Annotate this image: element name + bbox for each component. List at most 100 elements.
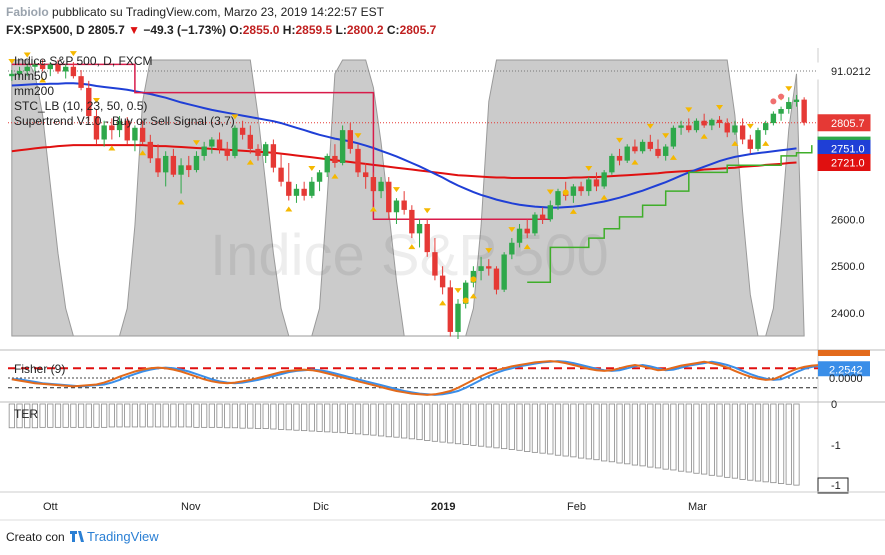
sell-signal-triangle [23, 52, 31, 58]
candle [147, 134, 153, 163]
ter-bar [439, 403, 446, 443]
buy-signal-triangle [331, 173, 339, 179]
sell-signal-triangle [192, 140, 200, 146]
candle-body [586, 179, 592, 192]
ter-bar [670, 403, 677, 471]
candle [624, 144, 630, 163]
candle-body [378, 181, 384, 192]
time-axis-tick-label: Mar [688, 501, 707, 513]
ter-bar [562, 403, 569, 457]
ter-bar [131, 403, 139, 428]
ter-bar [285, 403, 292, 431]
ter-bar [316, 403, 323, 432]
ter-bar [177, 403, 185, 428]
time-axis-tick-label: 2019 [431, 501, 455, 513]
candle-body [686, 125, 692, 131]
candle [255, 144, 261, 161]
open-value: 2855.0 [242, 23, 280, 37]
candle [586, 177, 592, 196]
ter-bar [554, 403, 562, 456]
candle [116, 116, 123, 138]
candle-body [178, 165, 184, 175]
candle-body [493, 268, 500, 290]
candle-body [186, 165, 192, 171]
candle-body [601, 172, 607, 187]
candle-body [663, 146, 669, 156]
candle-body [624, 146, 630, 161]
candle [763, 120, 769, 135]
ter-bar [547, 403, 554, 455]
buy-signal-triangle [469, 293, 477, 299]
candle-body [570, 186, 577, 196]
price-axis-tick-label: 2500.0 [831, 261, 865, 273]
candle [509, 238, 515, 260]
ter-bar [785, 403, 792, 485]
ter-value-box [817, 477, 849, 494]
candle-body [16, 70, 23, 74]
candle-body [201, 146, 207, 156]
ter-bar [708, 403, 715, 476]
candle-body [424, 223, 430, 253]
ter-bar [124, 403, 131, 428]
ter-bar [754, 403, 762, 482]
buy-signal-triangle [523, 244, 531, 250]
publish-text: pubblicato su TradingView.com, Marzo 23,… [52, 5, 384, 19]
ter-bar [470, 403, 477, 446]
candle [424, 219, 430, 257]
candle-body [509, 242, 515, 255]
candle-body [463, 282, 469, 304]
ter-bar [731, 403, 739, 479]
ter-bar [462, 403, 469, 445]
candle-body [124, 120, 130, 141]
candle [570, 184, 577, 203]
ter-bar [347, 403, 354, 434]
author-name[interactable]: FabioIo [6, 5, 49, 19]
candle [532, 212, 538, 236]
fisher-title: Fisher (9) [14, 362, 65, 376]
ter-bar [301, 403, 308, 432]
tradingview-brand[interactable]: TradingView [87, 529, 159, 544]
ter-bar [647, 403, 654, 468]
ter-bar [577, 403, 585, 459]
candle-body [239, 127, 246, 135]
buy-signal-triangle [285, 206, 293, 212]
candle [78, 70, 84, 91]
ter-bar [31, 403, 39, 429]
ter-bar [47, 403, 54, 428]
ter-bar [716, 403, 723, 477]
ter-bar [24, 403, 31, 429]
ter-bar [308, 403, 315, 432]
ter-bar [93, 403, 100, 428]
candle [732, 120, 738, 135]
open-label: O: [229, 23, 243, 37]
candle-body [447, 287, 453, 332]
ter-bar [424, 403, 431, 441]
ter-bar [401, 403, 408, 439]
candle [263, 141, 269, 163]
sell-signal-triangle [8, 59, 16, 65]
sell-signal-triangle [546, 189, 554, 195]
candle-body [324, 155, 330, 173]
candle [778, 106, 784, 121]
candle-body [278, 167, 284, 182]
sell-signal-triangle [646, 123, 654, 129]
candle-body [332, 155, 338, 163]
sell-signal-triangle [69, 51, 77, 57]
candle [378, 177, 384, 199]
candle [316, 170, 323, 192]
ter-bar [208, 403, 215, 428]
candle-body [339, 130, 346, 163]
buy-signal-triangle [108, 145, 116, 151]
candle-body [78, 76, 84, 88]
candle [455, 299, 461, 339]
ter-bar [616, 403, 623, 464]
candle [747, 134, 753, 154]
candle [63, 64, 69, 79]
candle-body [355, 148, 361, 173]
candle [155, 144, 161, 178]
ter-bar [62, 403, 69, 428]
candle [670, 125, 677, 149]
ter-bar [16, 403, 23, 429]
ter-axis-tick-label: 0 [831, 399, 837, 411]
